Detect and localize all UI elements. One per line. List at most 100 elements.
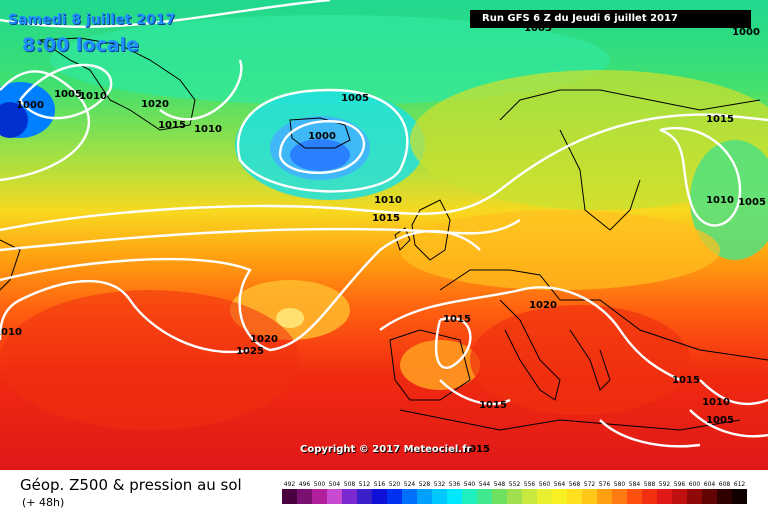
scale-swatch xyxy=(312,489,327,504)
scale-label: 580 xyxy=(614,481,626,488)
scale-label: 596 xyxy=(674,481,686,488)
scale-swatch xyxy=(507,489,522,504)
isobar-label: 1005 xyxy=(738,197,766,208)
isobar-label: 1010 xyxy=(0,327,22,338)
scale-swatch xyxy=(282,489,297,504)
isobar-label: 1010 xyxy=(194,124,222,135)
isobar-label: 1000 xyxy=(732,27,760,38)
isobar-label: 1005 xyxy=(706,415,734,426)
scale-label: 588 xyxy=(644,481,656,488)
scale-label: 600 xyxy=(689,481,701,488)
scale-swatch xyxy=(642,489,657,504)
isobar-labels: 1005 1000 1010 1020 1015 1005 1000 1010 … xyxy=(0,23,766,455)
scale-swatch xyxy=(582,489,597,504)
scale-swatch xyxy=(672,489,687,504)
isobar-label: 1010 xyxy=(79,91,107,102)
scale-swatch xyxy=(687,489,702,504)
legend-title: Géop. Z500 & pression au sol xyxy=(20,476,242,494)
scale-swatch xyxy=(492,489,507,504)
scale-swatch xyxy=(342,489,357,504)
scale-label: 520 xyxy=(389,481,401,488)
scale-swatch xyxy=(402,489,417,504)
scale-label: 524 xyxy=(404,481,416,488)
scale-label: 528 xyxy=(419,481,431,488)
isobar-label: 1015 xyxy=(672,375,700,386)
scale-swatch xyxy=(597,489,612,504)
copyright-notice: Copyright © 2017 Meteociel.fr xyxy=(300,444,472,455)
isobar-label: 1000 xyxy=(308,131,336,142)
scale-label: 492 xyxy=(284,481,296,488)
scale-label: 556 xyxy=(524,481,536,488)
scale-swatch xyxy=(417,489,432,504)
scale-label: 500 xyxy=(314,481,326,488)
scale-label: 572 xyxy=(584,481,596,488)
scale-label: 552 xyxy=(509,481,521,488)
isobar-label: 1005 xyxy=(341,93,369,104)
scale-swatch xyxy=(702,489,717,504)
scale-label: 512 xyxy=(359,481,371,488)
scale-label: 508 xyxy=(344,481,356,488)
scale-label: 560 xyxy=(539,481,551,488)
isobar-label: 1015 xyxy=(158,120,186,131)
isobar-label: 1020 xyxy=(529,300,557,311)
isobar-label: 1020 xyxy=(250,334,278,345)
scale-label: 532 xyxy=(434,481,446,488)
forecast-time: 8:00 locale xyxy=(22,34,139,56)
scale-label: 548 xyxy=(494,481,506,488)
isobar-label: 1015 xyxy=(462,444,490,455)
isobar-label: 1010 xyxy=(706,195,734,206)
scale-swatch xyxy=(297,489,312,504)
model-run-label: Run GFS 6 Z du Jeudi 6 juillet 2017 xyxy=(470,10,751,28)
isobar-label: 1000 xyxy=(16,100,44,111)
scale-label: 536 xyxy=(449,481,461,488)
isobar-label: 1015 xyxy=(372,213,400,224)
scale-swatch xyxy=(432,489,447,504)
scale-label: 496 xyxy=(299,481,311,488)
scale-label: 584 xyxy=(629,481,641,488)
coastlines xyxy=(0,37,768,431)
scale-swatch xyxy=(732,489,747,504)
scale-label: 592 xyxy=(659,481,671,488)
isobar-label: 1005 xyxy=(524,23,552,34)
scale-label: 544 xyxy=(479,481,491,488)
isobar-label: 1020 xyxy=(141,99,169,110)
isobar-label: 1010 xyxy=(702,397,730,408)
isobar-lines xyxy=(0,0,768,446)
scale-label: 576 xyxy=(599,481,611,488)
scale-swatch xyxy=(627,489,642,504)
isobar-label: 1005 xyxy=(54,89,82,100)
isobar-label: 1015 xyxy=(479,400,507,411)
scale-label: 568 xyxy=(569,481,581,488)
isobar-label: 1010 xyxy=(374,195,402,206)
scale-label: 608 xyxy=(719,481,731,488)
scale-swatch xyxy=(462,489,477,504)
legend-footer: Géop. Z500 & pression au sol (+ 48h) 492… xyxy=(0,470,768,512)
scale-swatch xyxy=(477,489,492,504)
scale-swatch xyxy=(357,489,372,504)
legend-subtitle: (+ 48h) xyxy=(22,496,65,509)
scale-swatch xyxy=(612,489,627,504)
scale-swatch xyxy=(447,489,462,504)
scale-swatch xyxy=(657,489,672,504)
isobar-label: 1015 xyxy=(443,314,471,325)
isobar-label: 1015 xyxy=(706,114,734,125)
scale-label: 540 xyxy=(464,481,476,488)
scale-label: 604 xyxy=(704,481,716,488)
forecast-date: Samedi 8 juillet 2017 xyxy=(8,12,176,28)
geopotential-map: 1005 1000 1010 1020 1015 1005 1000 1010 … xyxy=(0,0,768,470)
scale-swatch xyxy=(717,489,732,504)
color-scale: 492 496 500 504 508 512 516 520 524 528 532 536 540 5… xyxy=(282,481,747,504)
isobar-label: 1025 xyxy=(236,346,264,357)
scale-swatch xyxy=(567,489,582,504)
scale-label: 504 xyxy=(329,481,341,488)
scale-swatch xyxy=(552,489,567,504)
scale-label: 612 xyxy=(734,481,746,488)
scale-swatch xyxy=(372,489,387,504)
scale-swatch xyxy=(327,489,342,504)
scale-label: 564 xyxy=(554,481,566,488)
scale-swatch xyxy=(537,489,552,504)
scale-swatch xyxy=(522,489,537,504)
scale-label: 516 xyxy=(374,481,386,488)
scale-swatch xyxy=(387,489,402,504)
